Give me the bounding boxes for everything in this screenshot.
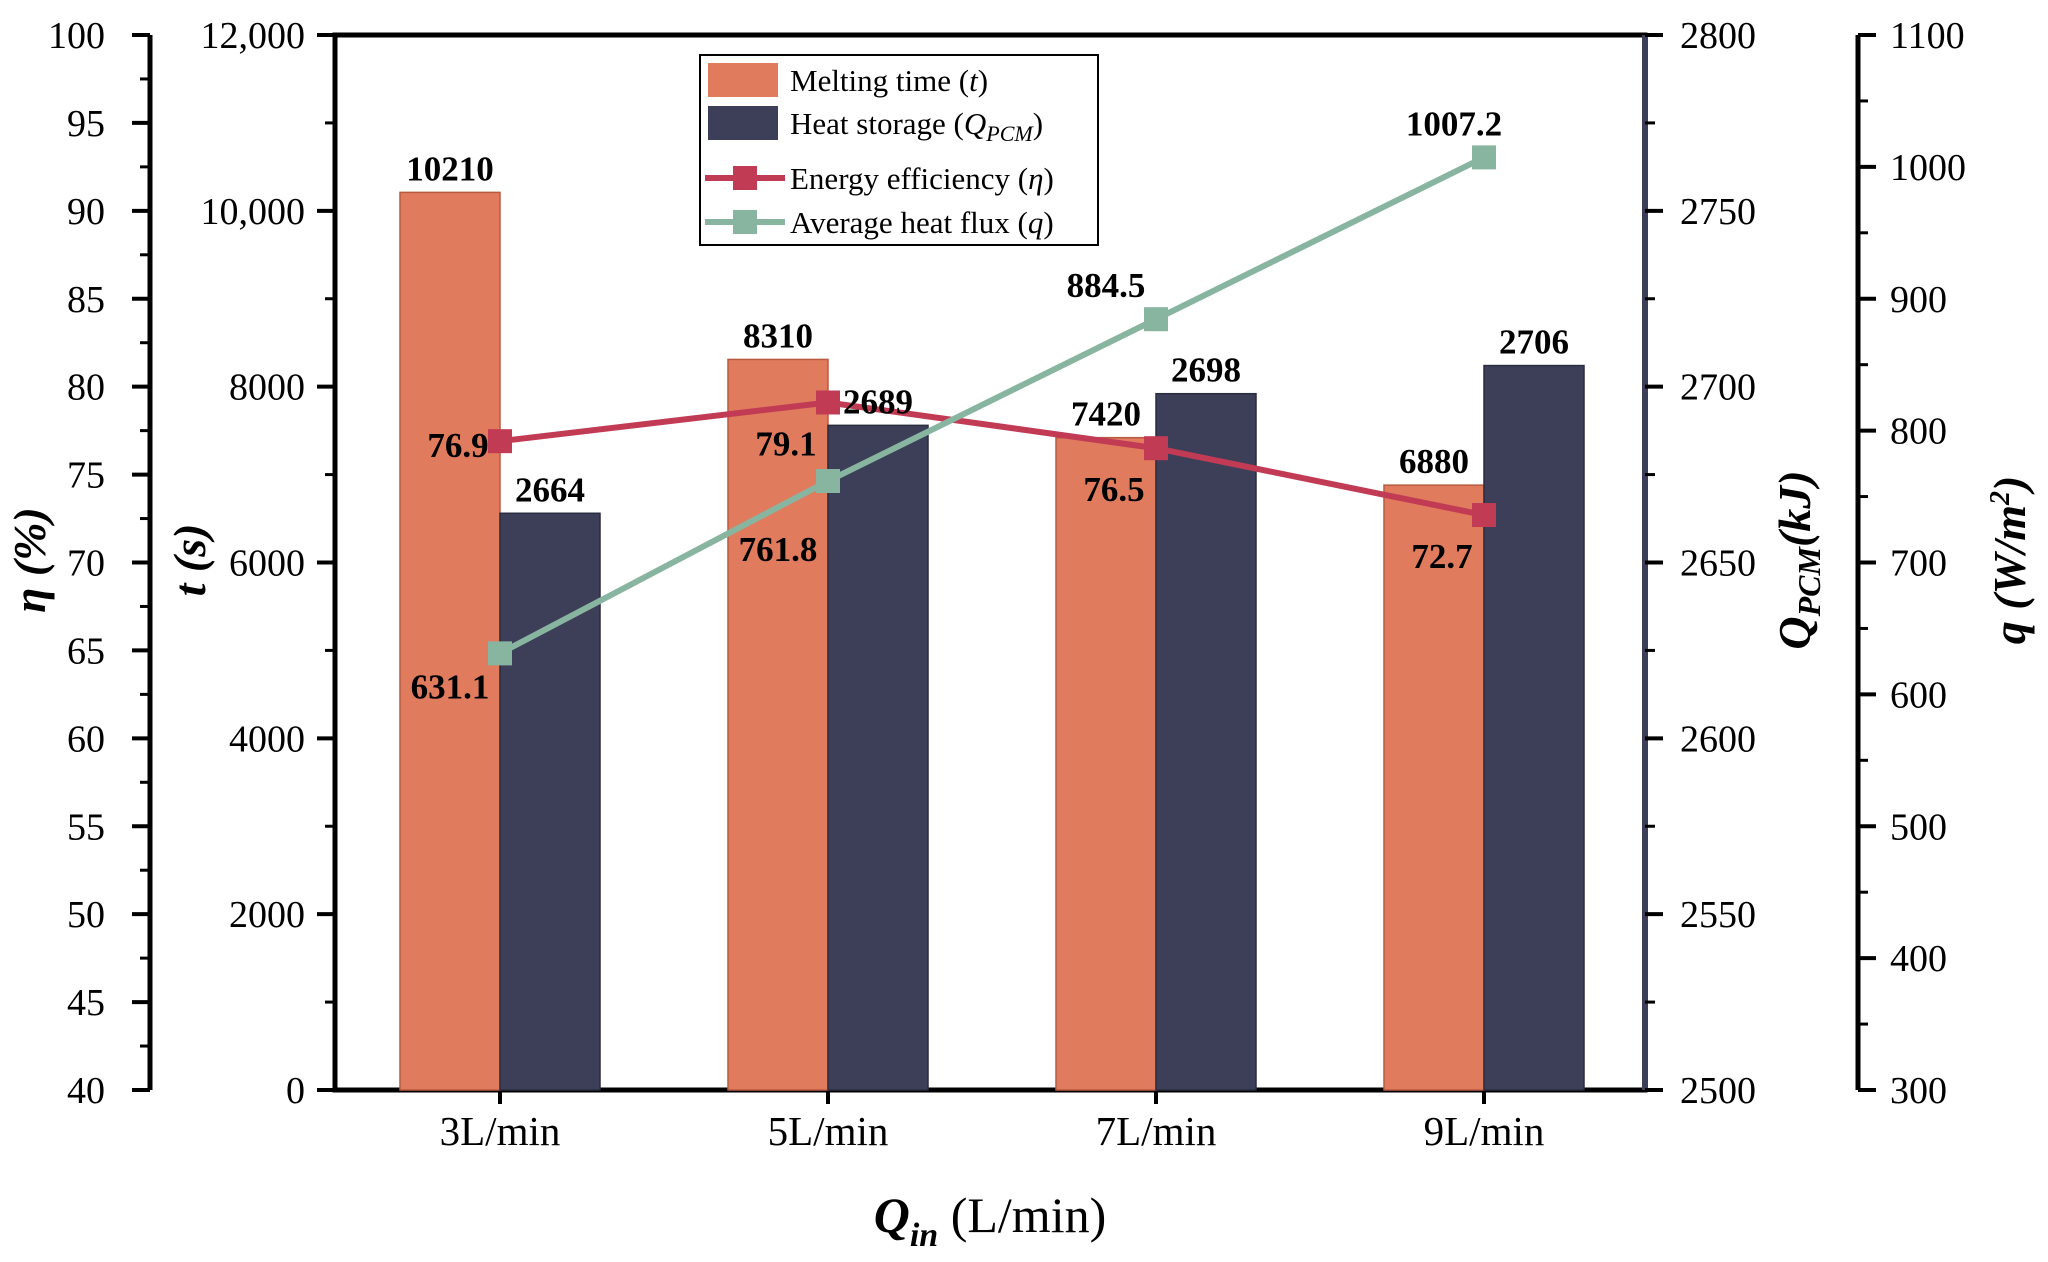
data-label-energy-efficiency: 76.5 (1083, 470, 1144, 509)
axis-eta-tick-label: 50 (67, 894, 105, 936)
legend-label: Average heat flux (q) (790, 205, 1054, 240)
legend-label: Heat storage (QPCM) (790, 106, 1043, 146)
axis-q-tick-label: 600 (1890, 674, 1947, 716)
axis-eta-tick-label: 75 (67, 455, 105, 497)
axis-eta-tick-label: 70 (67, 543, 105, 585)
axis-q-tick-label: 900 (1890, 279, 1947, 321)
axis-Q-tick-label: 2550 (1680, 894, 1756, 936)
axis-title-qpcm: QPCM(kJ) (1769, 470, 1827, 649)
x-axis-category-label: 7L/min (1096, 1108, 1217, 1154)
marker-heat-flux (1472, 145, 1496, 170)
bar-melting-time (1383, 484, 1485, 1091)
axis-q-tick-label: 800 (1890, 411, 1947, 453)
axis-t-tick-label: 8000 (229, 367, 305, 409)
axis-eta-tick-label: 90 (67, 191, 105, 233)
data-label-energy-efficiency: 76.9 (427, 426, 488, 465)
axis-eta-tick-label: 65 (67, 630, 105, 672)
marker-energy-efficiency (816, 390, 840, 415)
axis-Q-tick-label: 2750 (1680, 191, 1756, 233)
legend-swatch-melting-time (708, 63, 778, 97)
legend-marker-heat-flux (733, 210, 757, 234)
legend-marker-energy-efficiency (733, 166, 757, 190)
axis-q-tick-label: 300 (1890, 1070, 1947, 1112)
data-label-heat-storage: 2664 (515, 470, 585, 509)
axis-eta-tick-label: 55 (67, 806, 105, 848)
svg-text:q (W/m2): q (W/m2) (1984, 476, 2035, 645)
legend-swatch-heat-storage (708, 106, 778, 140)
bar-heat-storage (1155, 392, 1257, 1091)
axis-title-eta: η (%) (4, 507, 55, 613)
axis-t-tick-label: 12,000 (201, 15, 306, 57)
marker-heat-flux (488, 641, 512, 666)
data-label-melting-time: 8310 (743, 316, 813, 355)
data-label-heat-flux: 1007.2 (1406, 104, 1502, 143)
axis-Q-tick-label: 2800 (1680, 15, 1756, 57)
bar-heat-storage (499, 512, 601, 1091)
axis-eta-tick-label: 60 (67, 718, 105, 760)
axis-eta-tick-label: 95 (67, 103, 105, 145)
data-label-heat-storage: 2689 (843, 382, 913, 421)
axis-eta-tick-label: 45 (67, 982, 105, 1024)
axis-eta-tick-label: 85 (67, 279, 105, 321)
axis-t-tick-label: 4000 (229, 718, 305, 760)
axis-eta-tick-label: 80 (67, 367, 105, 409)
line-energy-efficiency (499, 399, 1485, 518)
bar-melting-time (1055, 436, 1157, 1091)
x-axis-category-label: 3L/min (440, 1108, 561, 1154)
axis-Q-tick-label: 2600 (1680, 718, 1756, 760)
x-axis-title: Qin (L/min) (874, 1187, 1107, 1254)
bar-melting-time (399, 191, 501, 1091)
marker-heat-flux (1144, 307, 1168, 332)
axis-t-tick-label: 6000 (229, 543, 305, 585)
data-label-melting-time: 10210 (406, 149, 494, 188)
marker-energy-efficiency (1144, 436, 1168, 461)
x-axis-category-label: 5L/min (768, 1108, 889, 1154)
marker-energy-efficiency (1472, 503, 1496, 528)
svg-text:QPCM(kJ): QPCM(kJ) (1769, 470, 1827, 649)
marker-energy-efficiency (488, 429, 512, 454)
axis-q-tick-label: 1000 (1890, 147, 1966, 189)
data-label-heat-storage: 2706 (1499, 323, 1569, 362)
axis-q-tick-label: 500 (1890, 806, 1947, 848)
axis-t-tick-label: 2000 (229, 894, 305, 936)
data-label-heat-flux: 884.5 (1067, 266, 1146, 305)
svg-text:η (%): η (%) (4, 507, 55, 613)
axis-Q-tick-label: 2650 (1680, 543, 1756, 585)
data-label-melting-time: 7420 (1071, 395, 1141, 434)
data-label-heat-flux: 631.1 (411, 667, 490, 706)
data-label-melting-time: 6880 (1399, 442, 1469, 481)
data-label-energy-efficiency: 72.7 (1411, 537, 1472, 576)
svg-text:t (s): t (s) (164, 524, 215, 597)
legend: Melting time (t) Heat storage (QPCM) Energ… (699, 54, 1099, 246)
axis-title-t: t (s) (164, 524, 215, 597)
legend-label: Melting time (t) (790, 63, 988, 98)
axis-t-tick-label: 10,000 (201, 191, 306, 233)
line-heat-flux (498, 154, 1486, 657)
axis-eta-tick-label: 100 (48, 15, 105, 57)
axis-q-tick-label: 400 (1890, 938, 1947, 980)
bar-melting-time (727, 358, 829, 1091)
data-label-energy-efficiency: 79.1 (755, 424, 816, 463)
axis-Q-tick-label: 2500 (1680, 1070, 1756, 1112)
data-label-heat-flux: 761.8 (739, 530, 818, 569)
bar-heat-storage (1483, 364, 1585, 1091)
axis-q-tick-label: 1100 (1890, 15, 1965, 57)
axis-t-tick-label: 0 (286, 1070, 305, 1112)
axis-q-tick-label: 700 (1890, 543, 1947, 585)
data-label-heat-storage: 2698 (1171, 351, 1241, 390)
axis-eta-tick-label: 40 (67, 1070, 105, 1112)
x-axis-category-label: 9L/min (1424, 1108, 1545, 1154)
bar-heat-storage (827, 424, 929, 1091)
axis-Q-tick-label: 2700 (1680, 367, 1756, 409)
marker-heat-flux (816, 469, 840, 494)
legend-label: Energy efficiency (η) (790, 161, 1054, 196)
axis-title-q: q (W/m2) (1984, 476, 2035, 645)
